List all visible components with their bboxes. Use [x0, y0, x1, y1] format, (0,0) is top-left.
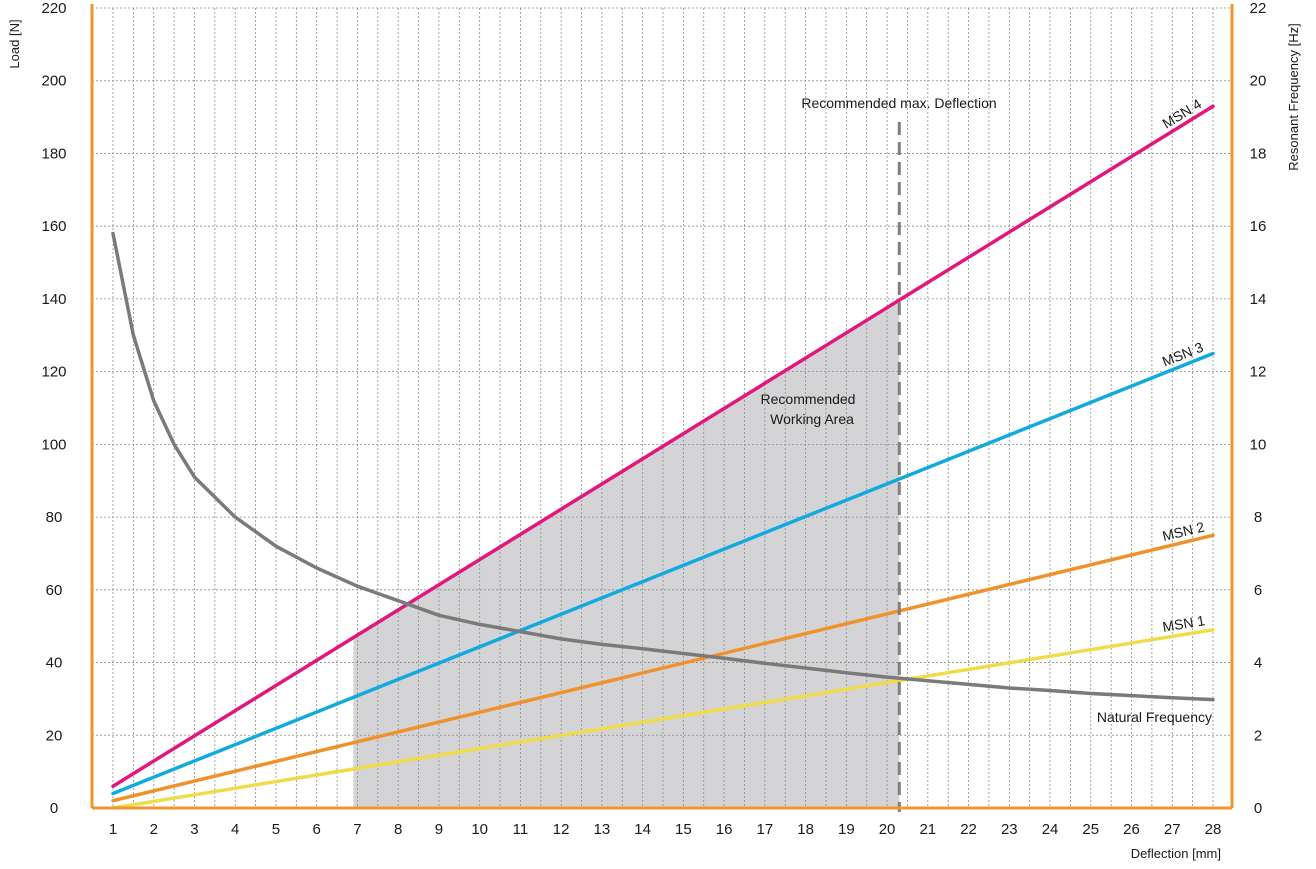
y-tick-label-right: 8 [1254, 509, 1262, 526]
y-tick-label-right: 22 [1250, 0, 1267, 17]
x-tick-label: 24 [1042, 821, 1059, 838]
x-tick-label: 17 [757, 821, 774, 838]
x-tick-label: 22 [960, 821, 977, 838]
series-label-natural-frequency: Natural Frequency [1097, 709, 1212, 725]
x-tick-label: 20 [879, 821, 896, 838]
x-tick-label: 1 [109, 821, 117, 838]
x-tick-label: 28 [1205, 821, 1222, 838]
x-tick-label: 13 [594, 821, 611, 838]
x-tick-label: 3 [190, 821, 198, 838]
x-tick-label: 10 [471, 821, 488, 838]
x-tick-label: 21 [919, 821, 936, 838]
x-tick-label: 9 [435, 821, 443, 838]
y-tick-label-left: 80 [46, 509, 63, 526]
y-tick-label-left: 220 [41, 0, 66, 17]
x-tick-label: 4 [231, 821, 239, 838]
x-tick-label: 27 [1164, 821, 1181, 838]
working-area-label-line1: Recommended [761, 391, 856, 407]
series-line-msn-1 [111, 628, 1215, 810]
x-tick-label: 8 [394, 821, 402, 838]
y-axis-title-left: Load [N] [7, 19, 22, 68]
y-tick-label-left: 160 [41, 218, 66, 235]
x-tick-label: 6 [313, 821, 321, 838]
y-tick-label-right: 16 [1250, 218, 1267, 235]
x-tick-label: 12 [553, 821, 570, 838]
y-tick-label-right: 6 [1254, 582, 1262, 599]
y-axis-title-right: Resonant Frequency [Hz] [1286, 23, 1301, 170]
x-tick-label: 25 [1082, 821, 1099, 838]
x-tick-label: 14 [634, 821, 651, 838]
y-tick-label-left: 40 [46, 655, 63, 672]
x-tick-label: 18 [797, 821, 814, 838]
x-tick-label: 7 [353, 821, 361, 838]
x-tick-label: 15 [675, 821, 692, 838]
y-tick-label-left: 180 [41, 145, 66, 162]
series-line-msn-2 [111, 533, 1215, 803]
y-tick-label-left: 120 [41, 364, 66, 381]
y-tick-label-right: 4 [1254, 655, 1262, 672]
series-label-msn-1: MSN 1 [1161, 612, 1206, 635]
y-tick-label-left: 140 [41, 291, 66, 308]
y-tick-label-right: 18 [1250, 145, 1267, 162]
y-tick-label-left: 0 [50, 800, 58, 817]
y-tick-label-right: 20 [1250, 73, 1267, 90]
x-tick-label: 23 [1001, 821, 1018, 838]
series-line-natural-frequency [111, 231, 1215, 702]
y-tick-label-right: 12 [1250, 364, 1267, 381]
series-line-msn-4 [111, 104, 1215, 788]
y-tick-label-left: 20 [46, 727, 63, 744]
y-tick-label-left: 100 [41, 436, 66, 453]
working-area [353, 300, 900, 808]
working-area-label-line2: Working Area [770, 411, 854, 427]
y-tick-label-right: 14 [1250, 291, 1267, 308]
x-axis-title: Deflection [mm] [1131, 846, 1221, 861]
y-tick-label-right: 0 [1254, 800, 1262, 817]
x-tick-label: 5 [272, 821, 280, 838]
x-tick-label: 11 [513, 821, 529, 838]
x-tick-label: 26 [1123, 821, 1140, 838]
x-tick-label: 16 [716, 821, 733, 838]
series-line-msn-3 [111, 351, 1215, 796]
x-tick-label: 19 [838, 821, 855, 838]
y-tick-label-left: 200 [41, 73, 66, 90]
max-deflection-label: Recommended max. Deflection [801, 95, 996, 111]
y-tick-label-left: 60 [46, 582, 63, 599]
x-tick-label: 2 [150, 821, 158, 838]
y-tick-label-right: 2 [1254, 727, 1262, 744]
y-tick-label-right: 10 [1250, 436, 1267, 453]
